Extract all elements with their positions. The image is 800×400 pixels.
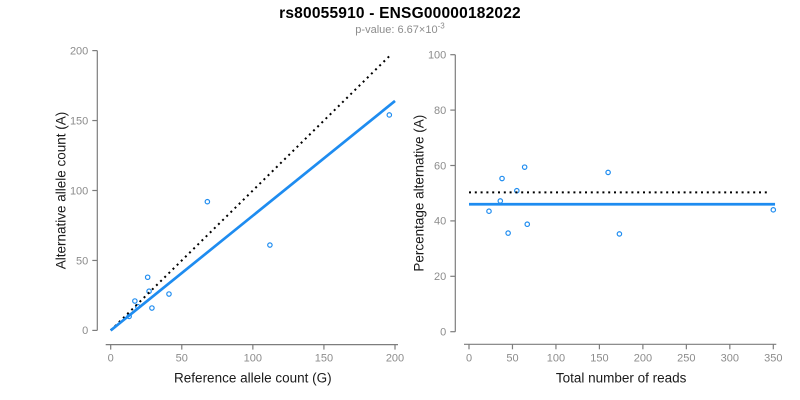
data-point — [505, 230, 511, 236]
x-tick-label: 100 — [547, 352, 565, 364]
pvalue-exponent: -3 — [437, 21, 445, 31]
x-tick-label: 350 — [764, 352, 782, 364]
y-tick-label: 0 — [440, 327, 446, 339]
x-tick-label: 200 — [634, 352, 652, 364]
data-point — [386, 112, 393, 118]
y-tick-label: 100 — [428, 50, 446, 62]
x-tick-label: 250 — [677, 352, 695, 364]
data-point — [166, 291, 172, 297]
y-tick-label: 60 — [434, 160, 446, 172]
data-point — [521, 164, 528, 170]
y-tick-label: 100 — [70, 185, 88, 197]
x-tick-label: 150 — [590, 352, 608, 364]
left-scatter-plot: 0 50 100 150 200 0 50 100 150 200 Reference allele… — [53, 45, 404, 385]
data-point — [616, 231, 623, 237]
y-tick-label: 200 — [70, 45, 88, 57]
data-point — [132, 298, 138, 304]
data-point — [267, 242, 273, 248]
data-point — [499, 175, 505, 182]
data-point — [486, 208, 492, 215]
x-tick-label: 150 — [315, 353, 333, 365]
figure-subtitle: p-value: 6.67×10-3 — [0, 21, 800, 36]
x-tick-label: 100 — [244, 353, 262, 365]
regression-fit-line — [109, 99, 396, 332]
right-scatter-plot: 0 20 40 60 80 100 0 50 100 150 200 250 300 350 Total n… — [411, 50, 782, 386]
y-axis-title: Alternative allele count (A) — [53, 112, 68, 270]
y-tick-label: 0 — [82, 325, 88, 337]
data-point — [770, 207, 777, 213]
x-tick-label: 50 — [506, 352, 518, 364]
y-tick-label: 80 — [434, 105, 446, 117]
x-tick-label: 200 — [386, 353, 404, 365]
data-point — [497, 198, 504, 204]
x-axis-title: Reference allele count (G) — [174, 371, 332, 386]
data-point — [204, 198, 211, 205]
pvalue-text: p-value: 6.67×10 — [355, 24, 438, 36]
figure-title: rs80055910 - ENSG00000182022 — [279, 5, 521, 22]
y-tick-label: 150 — [70, 115, 88, 127]
data-point — [144, 274, 151, 281]
data-point — [524, 221, 531, 228]
y-tick-label: 40 — [434, 216, 446, 228]
y-tick-label: 20 — [434, 271, 446, 283]
data-point — [605, 169, 611, 176]
y-tick-label: 50 — [76, 255, 88, 267]
x-tick-label: 300 — [721, 352, 739, 364]
x-tick-label: 50 — [176, 353, 188, 365]
y-axis-title: Percentage alternative (A) — [411, 115, 426, 272]
identity-dotted-line — [109, 54, 392, 332]
x-tick-label: 0 — [108, 353, 114, 365]
data-point — [149, 305, 155, 311]
x-tick-label: 0 — [466, 352, 472, 364]
x-axis-title: Total number of reads — [556, 370, 687, 385]
